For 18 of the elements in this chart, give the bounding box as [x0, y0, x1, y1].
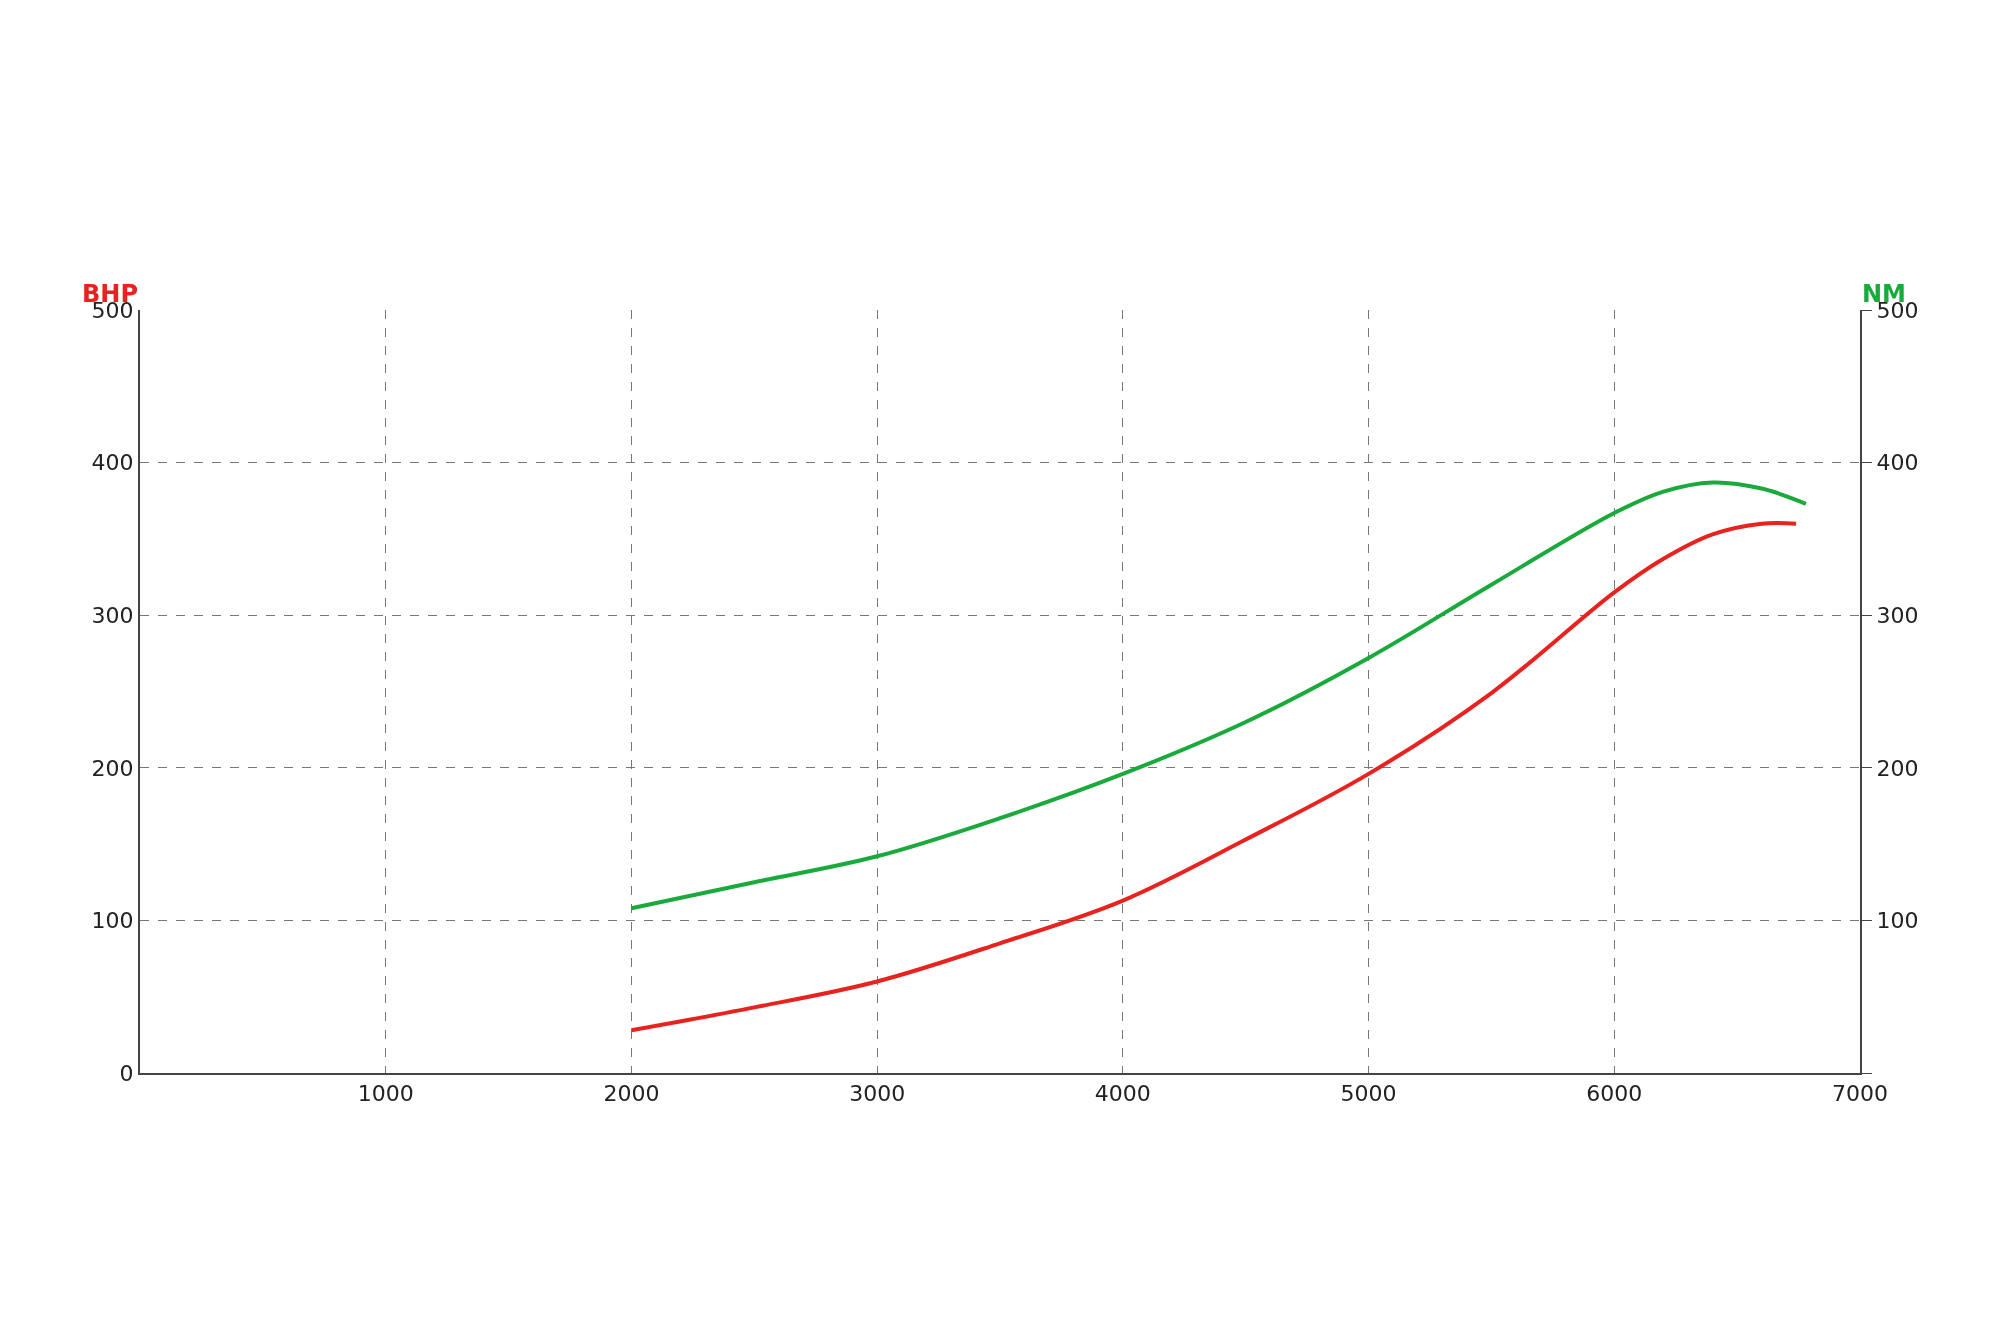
- line-series: [629, 521, 1799, 1033]
- x-tick-label: 1000: [357, 1081, 414, 1107]
- y-tick-label: 200: [91, 755, 134, 781]
- y2-tick-label: 400: [1876, 450, 1919, 476]
- y2-tick-label: 100: [1876, 908, 1919, 934]
- y-tick-label: 0: [119, 1060, 134, 1086]
- x-tick-label: 4000: [1094, 1081, 1151, 1107]
- x-tick-label: 2000: [603, 1081, 660, 1107]
- x-tick-label: 7000: [1832, 1081, 1888, 1107]
- y2-tick-label: 200: [1876, 755, 1919, 781]
- y-tick-label: 100: [91, 908, 134, 934]
- y-tick-label: 400: [91, 450, 134, 476]
- y2-tick-label: 300: [1876, 602, 1919, 628]
- x-tick-label: 6000: [1586, 1081, 1643, 1107]
- x-tick-label: 5000: [1340, 1081, 1397, 1107]
- x-tick-label: 3000: [849, 1081, 906, 1107]
- y-tick-label: 300: [91, 602, 134, 628]
- line-series: [629, 480, 1808, 911]
